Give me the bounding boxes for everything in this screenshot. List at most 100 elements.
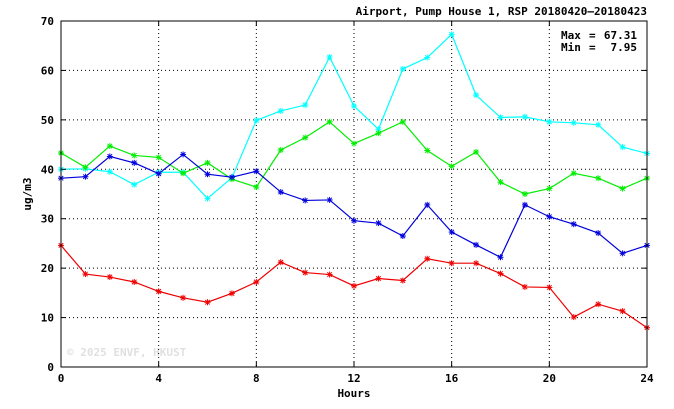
- y-tick-label: 60: [41, 64, 54, 77]
- data-point: [595, 175, 602, 182]
- x-tick-label: 16: [445, 372, 459, 385]
- data-point: [595, 230, 602, 237]
- data-point: [375, 220, 382, 227]
- data-point: [155, 170, 162, 177]
- series-3: [58, 151, 650, 261]
- data-point: [180, 294, 187, 301]
- axis-ticks: [60, 20, 648, 368]
- data-point: [399, 277, 406, 284]
- max-equals: =: [589, 29, 596, 42]
- data-point: [521, 191, 528, 197]
- data-point: [131, 181, 138, 188]
- data-point: [302, 197, 309, 204]
- data-point: [351, 217, 357, 224]
- data-point: [253, 117, 260, 124]
- data-point: [351, 103, 357, 110]
- data-point: [253, 184, 260, 191]
- data-point: [106, 274, 113, 281]
- y-tick-label: 40: [41, 163, 54, 176]
- x-tick-label: 20: [543, 372, 556, 385]
- data-point: [82, 173, 89, 180]
- data-point: [424, 54, 431, 61]
- y-tick-label: 10: [41, 312, 54, 325]
- min-equals: =: [589, 41, 596, 54]
- data-point: [228, 174, 235, 181]
- data-point: [497, 114, 504, 121]
- data-point: [326, 196, 333, 203]
- data-point: [570, 221, 577, 228]
- data-point: [131, 278, 138, 285]
- data-point: [546, 118, 553, 125]
- data-point: [180, 170, 187, 177]
- x-tick-label: 24: [640, 372, 654, 385]
- data-point: [473, 260, 480, 267]
- data-point: [399, 65, 406, 72]
- x-tick-label: 4: [155, 372, 162, 385]
- data-point: [619, 144, 626, 151]
- data-point: [326, 118, 333, 125]
- data-point: [448, 260, 455, 267]
- series-layer: [58, 31, 650, 331]
- min-value: 7.95: [611, 41, 638, 54]
- y-tick-label: 30: [41, 213, 54, 226]
- data-point: [228, 290, 235, 297]
- data-point: [180, 151, 187, 158]
- data-point: [106, 153, 113, 160]
- data-point: [424, 147, 431, 154]
- x-tick-label: 12: [347, 372, 360, 385]
- data-point: [424, 201, 431, 208]
- data-point: [546, 213, 553, 220]
- y-axis-label: ug/m3: [21, 177, 34, 210]
- watermark: © 2025 ENVF, HKUST: [67, 346, 187, 359]
- data-point: [351, 282, 357, 289]
- data-point: [399, 118, 406, 125]
- y-tick-label: 0: [47, 361, 54, 374]
- data-point: [106, 143, 113, 150]
- data-point: [155, 288, 162, 295]
- data-point: [204, 299, 211, 306]
- data-point: [131, 152, 138, 159]
- data-point: [619, 308, 626, 315]
- data-point: [253, 278, 260, 285]
- data-point: [595, 121, 602, 128]
- data-point: [326, 54, 333, 61]
- data-point: [277, 107, 284, 114]
- data-point: [351, 140, 357, 147]
- data-point: [497, 179, 504, 186]
- data-point: [521, 113, 528, 120]
- data-point: [375, 130, 382, 137]
- data-point: [302, 134, 309, 141]
- data-point: [448, 163, 455, 170]
- data-point: [619, 250, 626, 257]
- data-point: [424, 255, 431, 262]
- data-point: [619, 185, 626, 192]
- data-point: [448, 229, 455, 236]
- data-point: [82, 164, 89, 171]
- data-point: [546, 185, 553, 192]
- data-point: [521, 201, 528, 208]
- y-tick-label: 20: [41, 262, 54, 275]
- chart-title: Airport, Pump House 1, RSP 20180420–2018…: [356, 5, 647, 18]
- data-point: [155, 154, 162, 161]
- data-point: [473, 241, 480, 248]
- data-point: [375, 275, 382, 282]
- data-point: [497, 254, 504, 261]
- x-tick-label: 8: [253, 372, 260, 385]
- data-point: [399, 233, 406, 240]
- data-point: [546, 284, 553, 291]
- data-point: [473, 92, 480, 99]
- data-point: [204, 159, 211, 166]
- data-point: [302, 269, 309, 276]
- data-point: [570, 170, 577, 177]
- data-point: [302, 102, 309, 109]
- data-point: [82, 271, 89, 278]
- data-point: [277, 189, 284, 196]
- data-point: [595, 301, 602, 308]
- y-tick-label: 50: [41, 114, 54, 127]
- data-point: [253, 168, 260, 175]
- data-point: [277, 259, 284, 266]
- data-point: [277, 147, 284, 154]
- series-4: [58, 242, 650, 331]
